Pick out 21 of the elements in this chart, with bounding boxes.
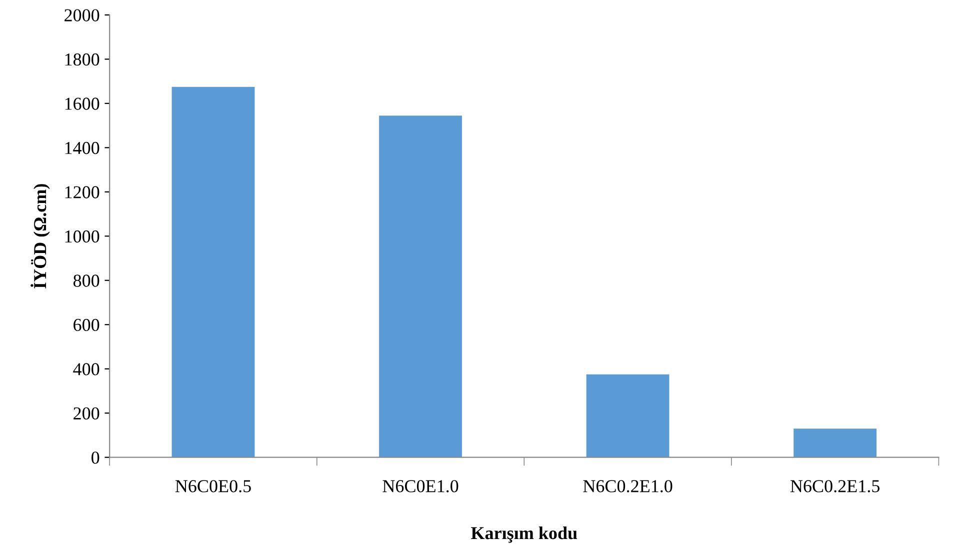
bar xyxy=(586,374,670,458)
bar xyxy=(172,86,255,458)
y-tick-label: 2000 xyxy=(64,9,100,22)
y-tick-label: 800 xyxy=(73,274,100,287)
y-tick-label: 1400 xyxy=(65,142,100,154)
x-tick-label: N6C0.2E1.0 xyxy=(583,480,672,492)
bar xyxy=(379,116,462,458)
x-tick-label: N6C0E1.0 xyxy=(382,480,458,492)
x-tick-label: N6C0.2E1.5 xyxy=(790,480,880,492)
y-axis-title: İYÖD (Ω.cm) xyxy=(30,184,50,288)
y-tick-label: 600 xyxy=(74,318,100,332)
bar xyxy=(794,428,877,458)
y-tick-label: 1200 xyxy=(65,186,100,198)
y-tick-label: 1000 xyxy=(65,230,100,243)
y-tick-label: 1800 xyxy=(65,53,100,66)
x-axis-title: Karışım kodu xyxy=(471,526,578,543)
y-tick-label: 1600 xyxy=(65,98,100,110)
y-tick-label: 400 xyxy=(73,363,100,376)
y-tick-label: 0 xyxy=(92,452,100,464)
x-tick-label: N6C0E0.5 xyxy=(175,480,251,492)
y-tick-label: 200 xyxy=(74,407,100,420)
